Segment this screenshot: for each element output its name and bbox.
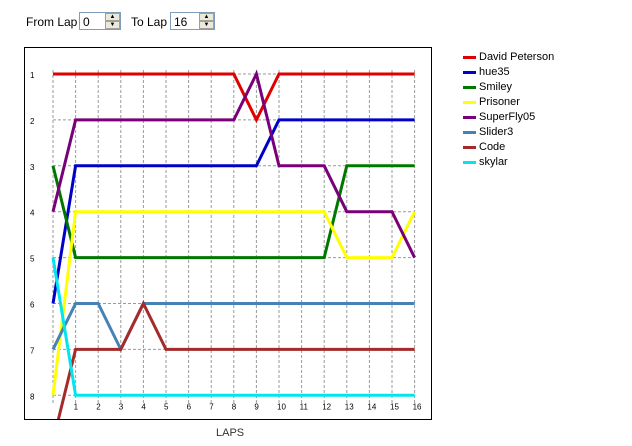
x-tick-label: 11: [300, 402, 309, 411]
series-line-code: [56, 300, 415, 419]
x-tick-label: 2: [96, 402, 101, 411]
x-tick-label: 4: [141, 402, 146, 411]
x-tick-label: 6: [187, 402, 192, 411]
legend-label: Code: [479, 141, 506, 153]
legend-swatch: [463, 161, 476, 164]
x-tick-label: 3: [119, 402, 124, 411]
legend-label: skylar: [479, 156, 508, 168]
to-lap-up-arrow-icon[interactable]: ▲: [199, 13, 214, 21]
x-tick-label: 9: [254, 402, 259, 411]
x-tick-label: 10: [277, 402, 286, 411]
legend-swatch: [463, 86, 476, 89]
x-tick-label: 14: [367, 402, 376, 411]
series-line-david-peterson: [53, 72, 415, 124]
x-tick-label: 7: [209, 402, 214, 411]
legend-swatch: [463, 56, 476, 59]
legend-label: SuperFly05: [479, 111, 536, 123]
legend-label: David Peterson: [479, 51, 555, 63]
legend-label: hue35: [479, 66, 510, 78]
series-line-slider3: [51, 302, 415, 353]
y-tick-label: 1: [30, 71, 35, 80]
from-lap-down-arrow-icon[interactable]: ▼: [105, 21, 120, 29]
y-tick-label: 2: [30, 117, 35, 126]
from-lap-input[interactable]: 0: [83, 15, 90, 29]
x-tick-label: 13: [345, 402, 354, 411]
legend-swatch: [463, 146, 476, 149]
to-lap-spinner[interactable]: 16 ▲ ▼: [170, 12, 215, 30]
legend-label: Smiley: [479, 81, 513, 93]
to-lap-input[interactable]: 16: [174, 15, 188, 29]
x-tick-label: 8: [232, 402, 237, 411]
y-tick-label: 7: [30, 346, 35, 355]
x-tick-label: 16: [413, 402, 422, 411]
from-lap-up-arrow-icon[interactable]: ▲: [105, 13, 120, 21]
series-line-superfly05: [51, 69, 416, 259]
series-line-hue35: [51, 118, 415, 304]
x-tick-label: 12: [322, 402, 331, 411]
legend-swatch: [463, 116, 476, 119]
y-tick-label: 5: [30, 255, 35, 264]
to-lap-label: To Lap: [131, 15, 168, 29]
x-tick-label: 15: [390, 402, 399, 411]
from-lap-spinner[interactable]: 0 ▲ ▼: [79, 12, 121, 30]
legend-swatch: [463, 101, 476, 104]
x-tick-label: 1: [74, 402, 79, 411]
lap-position-chart: 1 2 3 4 5 6 7 8 1 2 3 4 5 6 7 8 9 10 11 12 13 14 15 16: [24, 47, 432, 420]
series-line-skylar: [51, 257, 415, 397]
x-tick-label: 5: [164, 402, 169, 411]
from-lap-label: From Lap: [26, 15, 78, 29]
to-lap-down-arrow-icon[interactable]: ▼: [199, 21, 214, 29]
legend-label: Prisoner: [479, 96, 520, 108]
series-line-prisoner: [51, 210, 416, 396]
x-axis-title: LAPS: [216, 427, 245, 439]
y-tick-label: 3: [30, 163, 35, 172]
legend-swatch: [463, 71, 476, 74]
series-line-smiley: [51, 164, 415, 260]
y-tick-label: 6: [30, 301, 35, 310]
legend-swatch: [463, 131, 476, 134]
legend-label: Slider3: [479, 126, 514, 138]
y-tick-label: 8: [30, 392, 35, 401]
y-tick-label: 4: [30, 209, 35, 218]
